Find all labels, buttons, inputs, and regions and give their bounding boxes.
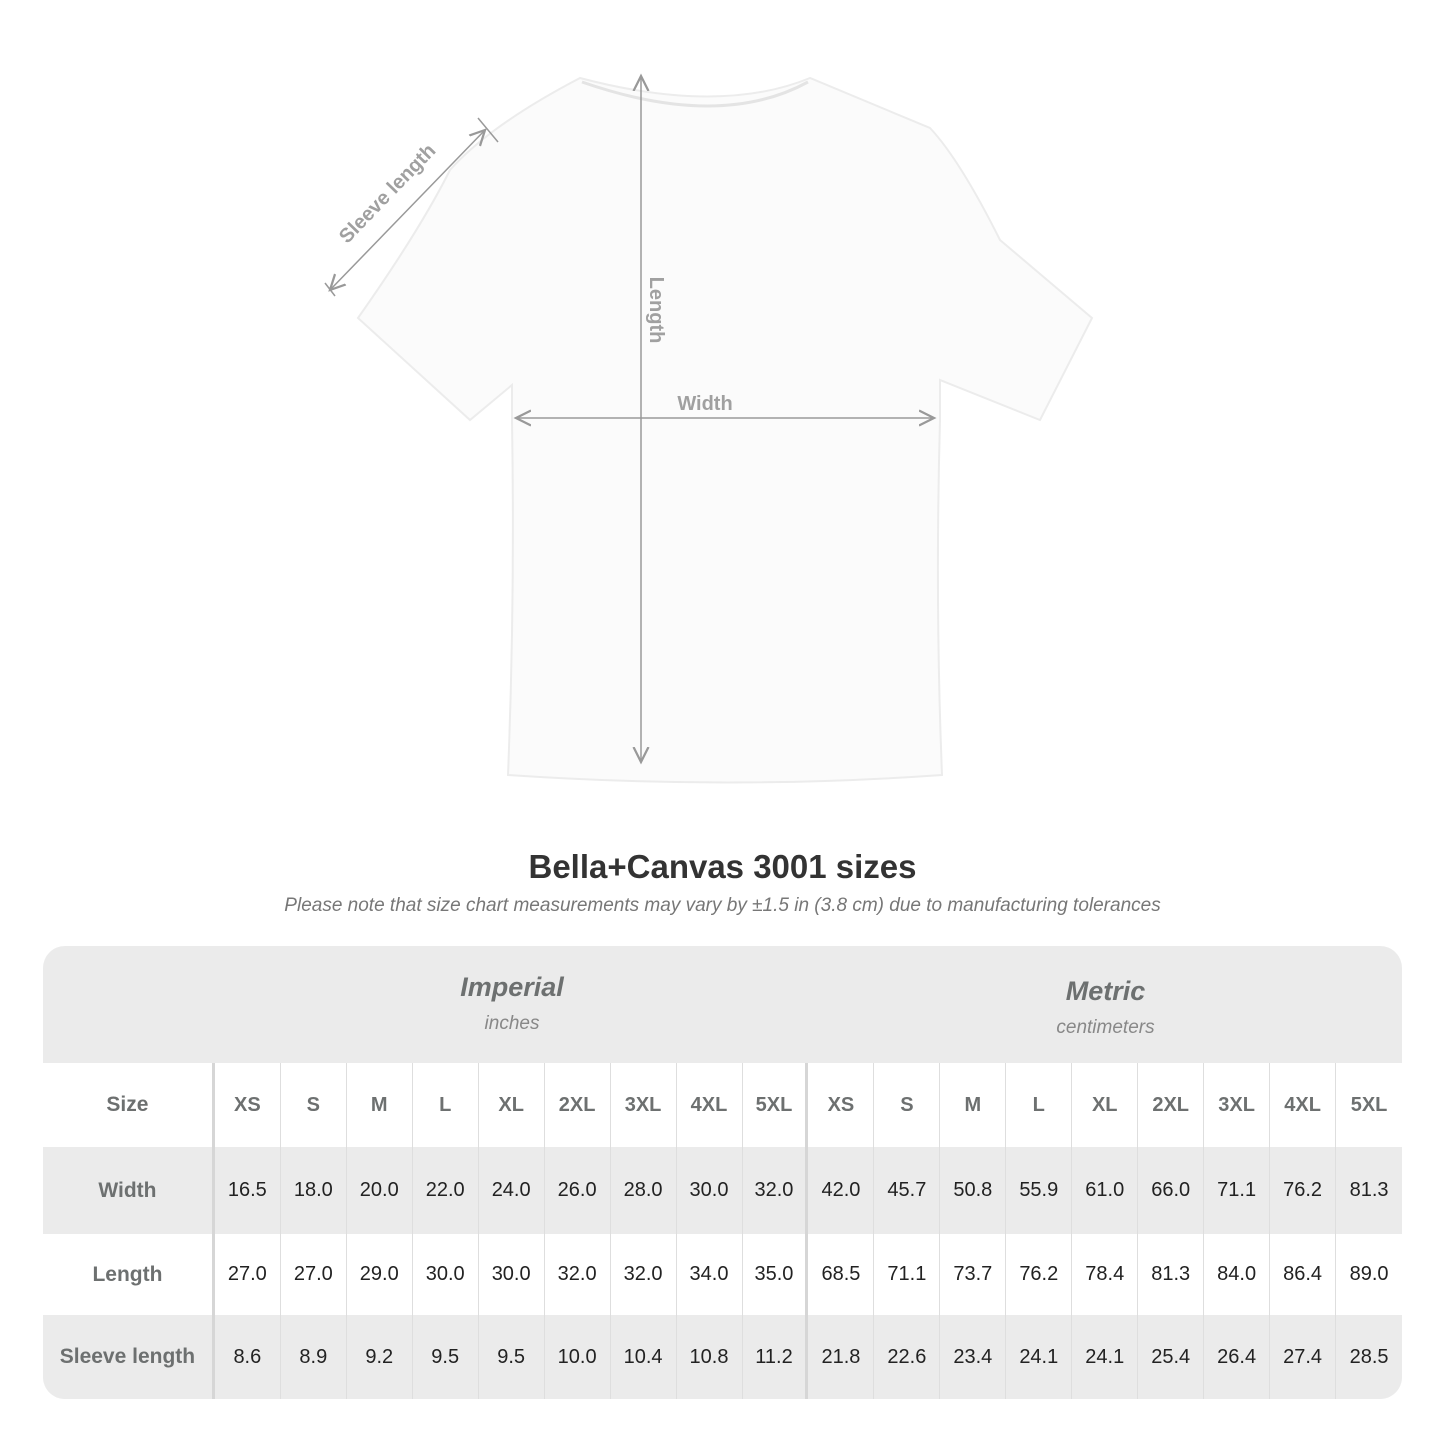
- table-cell: 25.4: [1138, 1315, 1205, 1399]
- table-cell: XL: [1072, 1063, 1139, 1147]
- width-label: Width: [677, 393, 732, 415]
- table-cell: 42.0: [808, 1147, 875, 1234]
- table-cell: 32.0: [611, 1234, 677, 1315]
- table-cell: 73.7: [940, 1234, 1007, 1315]
- table-cell: 28.0: [611, 1147, 677, 1234]
- table-cell: 68.5: [808, 1234, 875, 1315]
- table-cell: 29.0: [347, 1234, 413, 1315]
- table-cell: 24.0: [479, 1147, 545, 1234]
- row-label: Sleeve length: [43, 1315, 215, 1399]
- imperial-unit: inches: [484, 1013, 540, 1034]
- table-cell: 16.5: [215, 1147, 281, 1234]
- table-cell: 76.2: [1270, 1147, 1337, 1234]
- table-cell: 32.0: [545, 1234, 611, 1315]
- table-cell: 10.8: [677, 1315, 743, 1399]
- table-cell: 27.0: [281, 1234, 347, 1315]
- table-cell: 76.2: [1006, 1234, 1073, 1315]
- table-cell: 71.1: [1204, 1147, 1271, 1234]
- table-cell: 27.0: [215, 1234, 281, 1315]
- table-cell: 9.2: [347, 1315, 413, 1399]
- table-cell: 30.0: [677, 1147, 743, 1234]
- table-cell: 28.5: [1349, 1345, 1389, 1368]
- table-cell: 86.4: [1270, 1234, 1337, 1315]
- table-cell: 18.0: [281, 1147, 347, 1234]
- tshirt-diagram: Sleeve length Length Width: [324, 0, 1094, 784]
- table-cell: XS: [215, 1063, 281, 1147]
- table-cell: XL: [479, 1063, 545, 1147]
- table-cell: 20.0: [347, 1147, 413, 1234]
- table-cell: M: [940, 1063, 1007, 1147]
- table-cell: 24.1: [1006, 1315, 1073, 1399]
- table-cell: 22.6: [874, 1315, 941, 1399]
- table-cell: S: [281, 1063, 347, 1147]
- table-cell: 10.4: [611, 1315, 677, 1399]
- table-row: Width 16.5 18.0 20.0 22.0 24.0 26.0 28.0 30.0 32.…: [43, 1147, 1402, 1234]
- table-cell: 26.0: [545, 1147, 611, 1234]
- table-cell: 10.0: [545, 1315, 611, 1399]
- table-cell: 71.1: [874, 1234, 941, 1315]
- table-cell: 8.6: [215, 1315, 281, 1399]
- table-cell: 50.8: [940, 1147, 1007, 1234]
- metric-title: Metric: [1065, 976, 1146, 1006]
- table-cell: 3XL: [1204, 1063, 1271, 1147]
- size-table: Imperial inches Metric centimeters Size X…: [43, 946, 1402, 1399]
- table-cell: 23.4: [940, 1315, 1007, 1399]
- table-cell: 9.5: [479, 1315, 545, 1399]
- metric-header: Metric centimeters: [809, 950, 1402, 1067]
- table-cell: 81.3: [1349, 1179, 1389, 1201]
- table-cell: 81.3: [1138, 1234, 1205, 1315]
- table-cell: 35.0: [743, 1234, 809, 1315]
- table-cell: 22.0: [413, 1147, 479, 1234]
- row-label: Size: [43, 1063, 215, 1147]
- table-cell: 3XL: [611, 1063, 677, 1147]
- table-cell: L: [413, 1063, 479, 1147]
- tolerance-note: Please note that size chart measurements…: [284, 895, 1161, 916]
- table-cell: 4XL: [1270, 1063, 1337, 1147]
- table-row: Sleeve length 8.6 8.9 9.2 9.5 9.5 10.0 10.4 10.8…: [43, 1315, 1402, 1399]
- table-cell: 21.8: [808, 1315, 875, 1399]
- table-cell: L: [1006, 1063, 1073, 1147]
- table-cell: 2XL: [545, 1063, 611, 1147]
- table-cell: 24.1: [1072, 1315, 1139, 1399]
- table-cell: S: [874, 1063, 941, 1147]
- imperial-header: Imperial inches: [215, 946, 809, 1063]
- table-cell: 26.4: [1204, 1315, 1271, 1399]
- table-cell: 32.0: [743, 1147, 809, 1234]
- table-cell: 84.0: [1204, 1234, 1271, 1315]
- table-cell: 55.9: [1006, 1147, 1073, 1234]
- table-cell: XS: [808, 1063, 875, 1147]
- table-cell: 11.2: [743, 1315, 809, 1399]
- table-cell: 4XL: [677, 1063, 743, 1147]
- table-row: Length 27.0 27.0 29.0 30.0 30.0 32.0 32.0 34.0 35…: [43, 1234, 1402, 1315]
- tshirt-shape: [356, 76, 1094, 784]
- table-cell: 89.0: [1349, 1263, 1389, 1285]
- table-cell: 5XL: [743, 1063, 809, 1147]
- table-cell: 9.5: [413, 1315, 479, 1399]
- metric-unit: centimeters: [1056, 1017, 1155, 1038]
- imperial-title: Imperial: [460, 972, 564, 1002]
- size-header-row: Size XS S M L XL 2XL 3XL 4XL 5XL XS S M L XL 2XL 3XL 4XL 5…: [43, 1063, 1402, 1147]
- table-cell: 66.0: [1138, 1147, 1205, 1234]
- table-cell: 61.0: [1072, 1147, 1139, 1234]
- table-cell: 30.0: [413, 1234, 479, 1315]
- table-cell: 5XL: [1350, 1093, 1388, 1116]
- length-label: Length: [645, 277, 667, 344]
- table-cell: 8.9: [281, 1315, 347, 1399]
- table-cell: 78.4: [1072, 1234, 1139, 1315]
- chart-title: Bella+Canvas 3001 sizes: [528, 848, 917, 885]
- table-cell: 45.7: [874, 1147, 941, 1234]
- table-cell: 27.4: [1270, 1315, 1337, 1399]
- row-label: Width: [43, 1147, 215, 1234]
- table-cell: 2XL: [1138, 1063, 1205, 1147]
- table-cell: M: [347, 1063, 413, 1147]
- table-cell: 34.0: [677, 1234, 743, 1315]
- table-cell: 30.0: [479, 1234, 545, 1315]
- row-label: Length: [43, 1234, 215, 1315]
